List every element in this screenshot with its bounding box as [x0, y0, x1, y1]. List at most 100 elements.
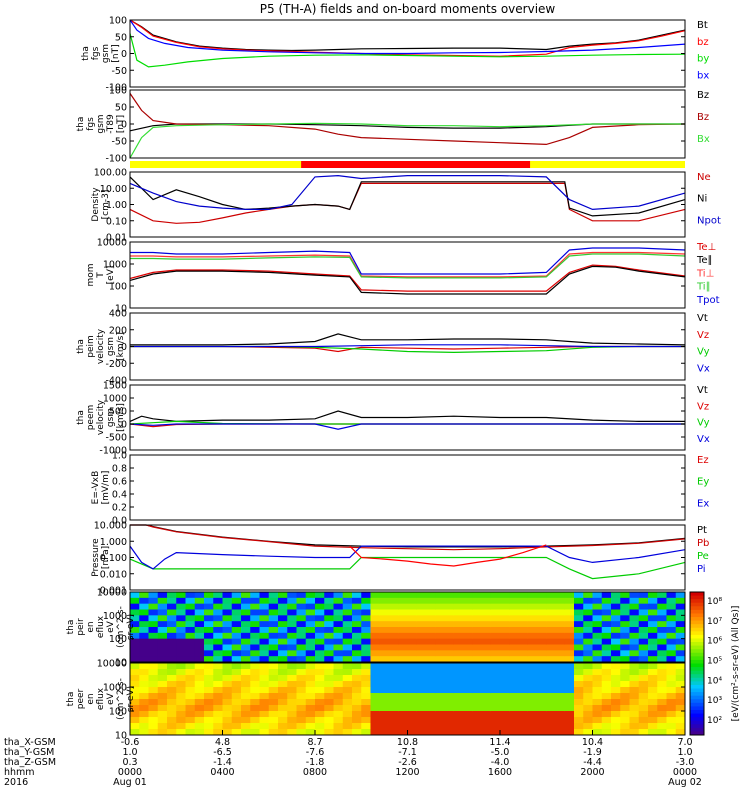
- spectrogram-cell: [629, 603, 640, 610]
- spectrogram-cell: [472, 656, 482, 663]
- spectrogram-cell: [231, 693, 242, 700]
- colorbar-tick: 10⁵: [707, 657, 722, 667]
- spectrogram-cell: [231, 638, 242, 645]
- spectrogram-cell: [527, 615, 538, 622]
- spectrogram-cell: [444, 597, 455, 605]
- spectrogram-cell: [611, 705, 621, 712]
- spectrogram-cell: [130, 603, 140, 610]
- spectrogram-cell: [675, 632, 686, 640]
- spectrogram-cell: [342, 644, 353, 651]
- spectrogram-cell: [509, 603, 519, 610]
- spectrogram-cell: [527, 675, 538, 682]
- spectrogram-cell: [157, 609, 168, 616]
- spectrogram-cell: [555, 597, 566, 605]
- spectrogram-cell: [481, 609, 492, 616]
- spectrogram-cell: [361, 621, 371, 628]
- spectrogram-cell: [398, 638, 408, 645]
- ytick-label: -100: [105, 154, 127, 165]
- spectrogram-cell: [296, 627, 307, 634]
- spectrogram-cell: [537, 669, 547, 676]
- legend-label: Te∥: [696, 255, 713, 266]
- spectrogram-cell: [379, 687, 390, 694]
- spectrogram-cell: [296, 669, 307, 676]
- spectrogram-cell: [666, 650, 677, 657]
- spectrogram-cell: [167, 621, 177, 628]
- spectrogram-cell: [611, 723, 621, 730]
- spectrogram-cell: [342, 693, 353, 700]
- spectrogram-cell: [407, 675, 418, 682]
- spectrogram-cell: [426, 644, 436, 651]
- spectrogram-cell: [564, 705, 575, 712]
- spectrogram-cell: [574, 656, 584, 663]
- ytick-label: 10000: [97, 588, 127, 599]
- spectrogram-cell: [490, 621, 501, 628]
- spectrogram-cell: [416, 693, 427, 700]
- spectrogram-cell: [213, 663, 223, 670]
- ylabel-line: gsm: [101, 44, 111, 63]
- spectrogram-cell: [204, 627, 214, 634]
- ytick-label: 0: [121, 49, 127, 60]
- spectrogram-cell: [435, 711, 445, 718]
- spectrogram-cell: [241, 621, 251, 628]
- spectrogram-cell: [629, 638, 640, 645]
- spectrogram-cell: [148, 723, 159, 730]
- spectrogram-cell: [287, 592, 297, 599]
- spectrogram-cell: [213, 615, 223, 622]
- spectrogram-cell: [241, 711, 251, 718]
- spectrogram-cell: [620, 693, 630, 700]
- spectrogram-cell: [537, 705, 547, 712]
- spectrogram-cell: [250, 669, 260, 676]
- spectrogram-cell: [666, 627, 677, 634]
- spectrogram-cell: [259, 663, 270, 670]
- spectrogram-cell: [564, 669, 575, 676]
- spectrogram-cell: [324, 729, 334, 736]
- spectrogram-cell: [555, 592, 566, 599]
- spectrogram-cell: [148, 693, 159, 700]
- spectrogram-cell: [435, 693, 445, 700]
- spectrogram-cell: [657, 597, 667, 605]
- legend-label: Vx: [697, 434, 710, 445]
- spectrogram-cell: [601, 621, 612, 628]
- spectrogram-cell: [592, 687, 603, 694]
- spectrogram-cell: [435, 681, 445, 688]
- spectrogram-cell: [333, 592, 344, 599]
- spectrogram-cell: [204, 699, 214, 706]
- spectrogram-cell: [130, 693, 140, 700]
- spectrogram-cell: [481, 711, 492, 718]
- ytick-label: 100: [109, 634, 127, 645]
- series-line-Pitail: [349, 544, 547, 567]
- spectrogram-cell: [509, 675, 519, 682]
- colorbar-cell: [690, 688, 704, 693]
- spectrogram-cell: [148, 597, 159, 605]
- spectrogram-cell: [185, 711, 196, 718]
- spectrogram-cell: [370, 621, 381, 628]
- spectrogram-cell: [315, 627, 325, 634]
- ytick-label: 0.8: [112, 464, 127, 475]
- spectrogram-cell: [518, 615, 529, 622]
- spectrogram-cell: [139, 632, 149, 640]
- spectrogram-cell: [675, 711, 686, 718]
- spectrogram-cell: [592, 723, 603, 730]
- spectrogram-cell: [527, 729, 538, 736]
- spectrogram-cell: [490, 597, 501, 605]
- spectrogram-cell: [361, 729, 371, 736]
- spectrogram-cell: [620, 669, 630, 676]
- spectrogram-cell: [546, 705, 556, 712]
- legend-label: Bx: [697, 134, 710, 145]
- spectrogram-cell: [675, 597, 686, 605]
- spectrogram-cell: [416, 705, 427, 712]
- spectrogram-cell: [389, 687, 399, 694]
- spectrogram-cell: [241, 723, 251, 730]
- spectrogram-cell: [157, 663, 168, 670]
- spectrogram-cell: [564, 681, 575, 688]
- spectrogram-cell: [324, 592, 334, 599]
- spectrogram-cell: [509, 632, 519, 640]
- series-line-Vx: [130, 344, 685, 348]
- spectrogram-cell: [398, 656, 408, 663]
- spectrogram-cell: [370, 699, 381, 706]
- spectrogram-cell: [648, 723, 658, 730]
- spectrogram-cell: [204, 681, 214, 688]
- spectrogram-cell: [296, 693, 307, 700]
- spectrogram-cell: [185, 729, 196, 736]
- spectrogram-cell: [518, 675, 529, 682]
